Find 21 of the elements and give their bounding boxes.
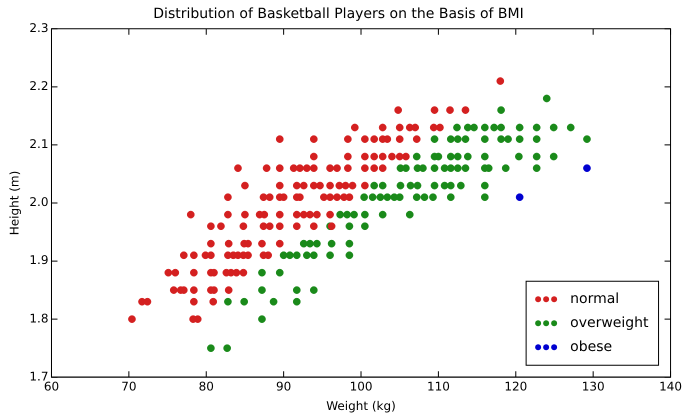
y-tick-label: 2.0 [29,195,48,210]
y-tick-label: 2.1 [29,137,48,152]
x-tick-label: 120 [504,380,528,394]
y-axis-title: Height (m) [7,170,22,236]
x-axis-title: Weight (kg) [326,398,396,413]
y-tick-label: 1.9 [29,253,48,268]
x-tick-label: 130 [582,380,605,394]
y-tick-label: 1.8 [29,311,48,326]
legend-label: overweight [570,314,650,331]
x-tick-label: 80 [198,380,214,394]
legend-label: obese [570,338,612,355]
legend-label: normal [570,290,620,307]
x-tick-label: 70 [121,380,137,394]
y-tick-label: 2.3 [29,20,48,35]
x-tick-label: 90 [276,380,292,394]
x-tick-label: 140 [659,380,682,394]
x-tick-label: 110 [426,380,450,394]
x-tick-label: 100 [350,380,372,394]
chart-title: Distribution of Basketball Players on the Basis of BMI [153,6,524,22]
x-tick-label: 60 [44,380,60,394]
y-tick-label: 2.2 [29,78,48,93]
